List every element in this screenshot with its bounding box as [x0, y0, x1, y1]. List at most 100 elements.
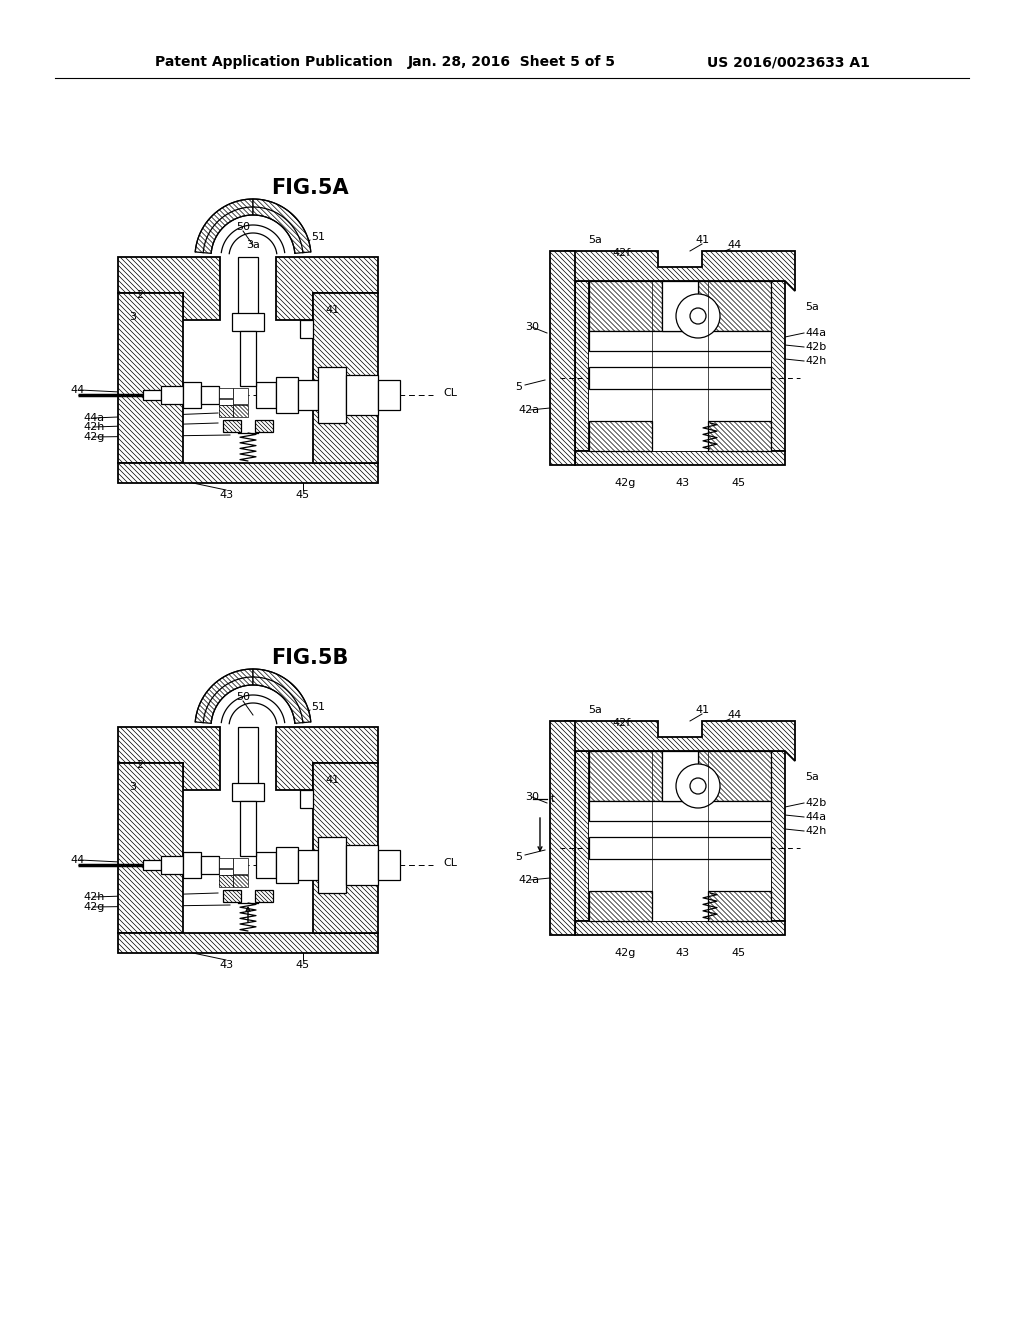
Polygon shape — [118, 933, 378, 953]
Polygon shape — [708, 421, 771, 451]
Polygon shape — [313, 293, 378, 463]
Polygon shape — [698, 751, 771, 801]
Text: 44a: 44a — [83, 413, 104, 422]
Bar — [143, 389, 161, 400]
Bar — [233, 858, 248, 874]
Polygon shape — [702, 737, 785, 751]
Bar — [232, 313, 264, 331]
Polygon shape — [698, 281, 771, 331]
Text: 50: 50 — [236, 222, 250, 232]
Polygon shape — [223, 420, 241, 432]
Polygon shape — [575, 451, 785, 465]
Polygon shape — [255, 890, 273, 902]
Polygon shape — [575, 267, 658, 281]
Text: 42b: 42b — [805, 342, 826, 352]
Bar — [238, 727, 258, 799]
Polygon shape — [118, 293, 183, 463]
Polygon shape — [575, 921, 785, 935]
Polygon shape — [255, 420, 273, 432]
Bar — [201, 855, 219, 874]
Bar — [219, 388, 233, 399]
Bar — [378, 380, 400, 411]
Polygon shape — [575, 281, 589, 451]
Text: CL: CL — [443, 858, 457, 869]
Text: 41: 41 — [326, 305, 340, 315]
Polygon shape — [708, 891, 771, 921]
Text: 2: 2 — [136, 760, 143, 770]
Text: FIG.5A: FIG.5A — [271, 178, 349, 198]
Text: 3: 3 — [129, 781, 136, 792]
Text: 2: 2 — [136, 290, 143, 300]
Polygon shape — [196, 199, 253, 253]
Polygon shape — [118, 257, 220, 319]
Polygon shape — [550, 721, 575, 935]
Text: 44: 44 — [728, 240, 742, 249]
Text: 42g: 42g — [83, 902, 104, 912]
Text: 43: 43 — [219, 490, 233, 500]
Polygon shape — [771, 281, 785, 451]
Circle shape — [690, 308, 706, 323]
Text: 42f: 42f — [613, 718, 631, 729]
Text: 5a: 5a — [805, 772, 819, 781]
Text: 41: 41 — [695, 705, 709, 715]
Text: CL: CL — [443, 388, 457, 399]
Text: 42a: 42a — [518, 875, 539, 884]
Bar — [143, 861, 161, 870]
Text: 30: 30 — [525, 322, 539, 333]
Bar — [256, 851, 276, 878]
Text: 44: 44 — [728, 710, 742, 719]
Polygon shape — [276, 727, 378, 789]
Bar — [183, 381, 201, 408]
Bar — [240, 801, 256, 855]
Polygon shape — [219, 875, 233, 887]
Bar — [161, 855, 183, 874]
Text: 44a: 44a — [805, 327, 826, 338]
Text: FIG.5B: FIG.5B — [271, 648, 349, 668]
Bar — [662, 281, 698, 331]
Bar — [256, 381, 276, 408]
Polygon shape — [118, 463, 378, 483]
Bar — [589, 837, 771, 859]
Bar — [318, 367, 346, 422]
Polygon shape — [550, 251, 575, 465]
Bar — [233, 388, 248, 404]
Text: 45: 45 — [296, 960, 310, 970]
Text: 5a: 5a — [805, 302, 819, 312]
Text: 3: 3 — [129, 312, 136, 322]
Bar — [238, 257, 258, 329]
Text: 43: 43 — [675, 478, 689, 488]
Polygon shape — [575, 751, 589, 921]
Text: 42h: 42h — [83, 422, 104, 432]
Polygon shape — [233, 875, 248, 887]
Text: 51: 51 — [311, 702, 325, 711]
Polygon shape — [589, 281, 662, 331]
Text: 43: 43 — [675, 948, 689, 958]
Polygon shape — [223, 890, 241, 902]
Polygon shape — [702, 267, 785, 281]
Bar — [298, 380, 318, 411]
Text: 5a: 5a — [588, 235, 602, 246]
Text: 44: 44 — [70, 855, 84, 865]
Polygon shape — [589, 421, 652, 451]
Text: 42g: 42g — [614, 948, 636, 958]
Bar — [161, 385, 183, 404]
Polygon shape — [575, 737, 658, 751]
Text: 45: 45 — [731, 948, 745, 958]
Text: 45: 45 — [731, 478, 745, 488]
Bar — [183, 851, 201, 878]
Bar — [300, 319, 313, 338]
Polygon shape — [276, 257, 378, 319]
Bar — [589, 751, 771, 921]
Bar — [276, 378, 298, 413]
Text: 42h: 42h — [83, 892, 104, 902]
Bar — [276, 847, 298, 883]
Bar — [300, 789, 313, 808]
Text: 42a: 42a — [518, 405, 539, 414]
Text: 44: 44 — [70, 385, 84, 395]
Polygon shape — [196, 669, 253, 723]
Polygon shape — [565, 721, 795, 762]
Text: t: t — [551, 795, 555, 804]
Text: US 2016/0023633 A1: US 2016/0023633 A1 — [708, 55, 870, 69]
Polygon shape — [118, 727, 220, 789]
Text: 42g: 42g — [83, 432, 104, 442]
